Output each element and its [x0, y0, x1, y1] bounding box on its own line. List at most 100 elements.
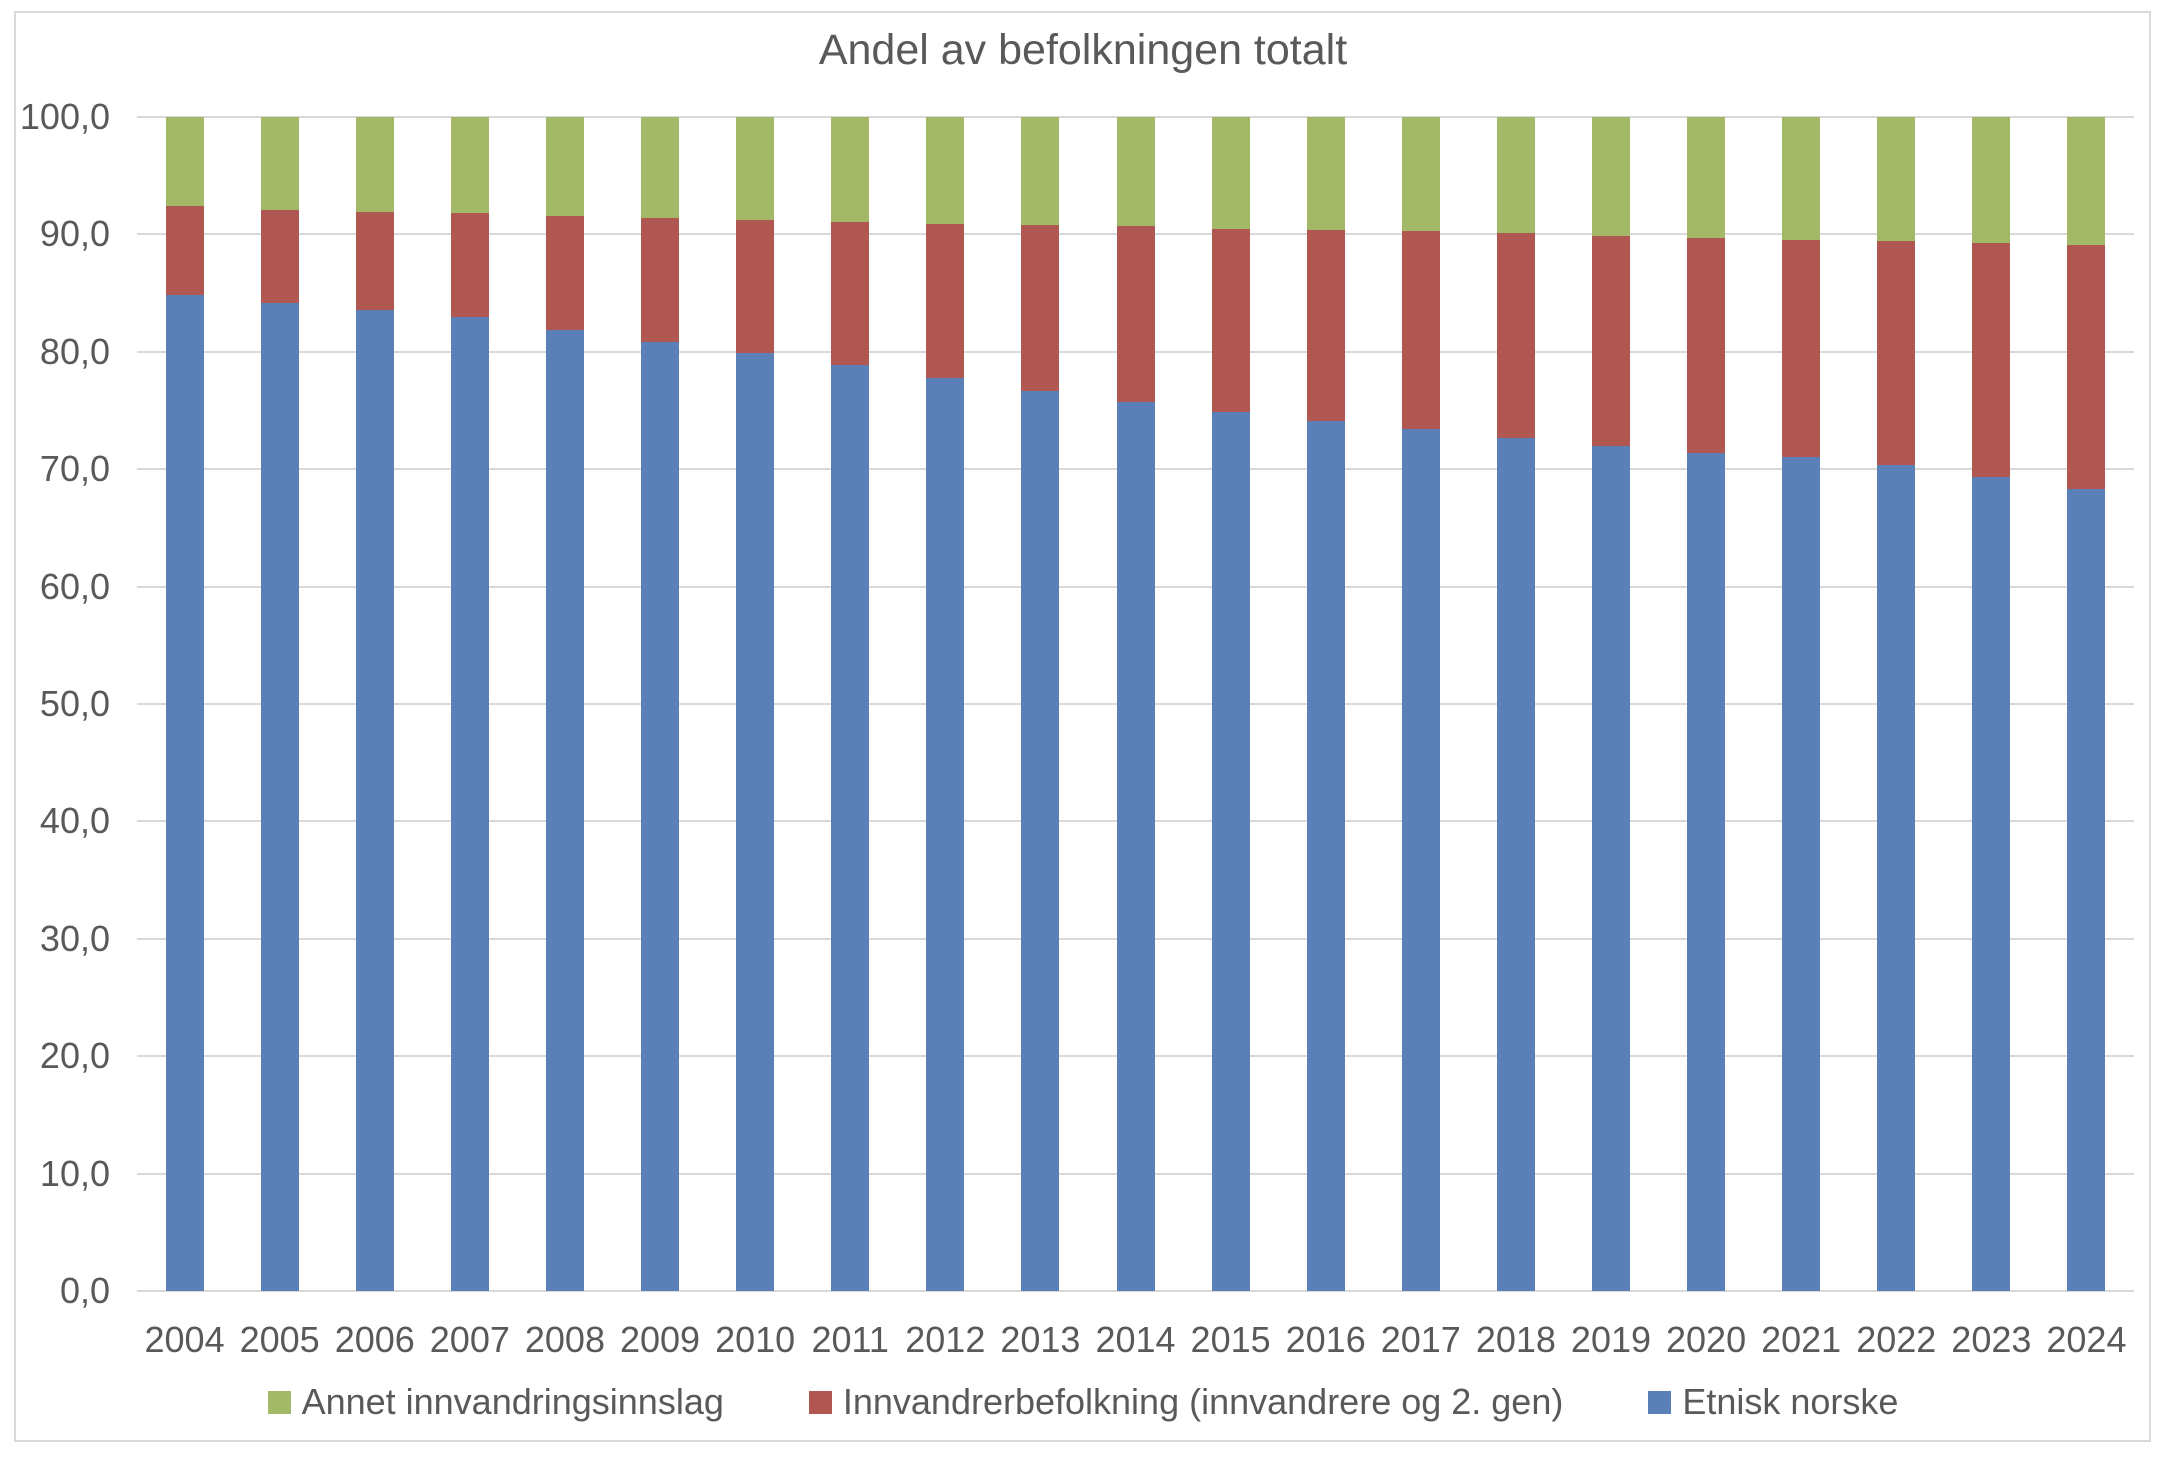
x-axis-line	[137, 1290, 2134, 1292]
bar-segment-annet-innvandringsinnslag	[1687, 117, 1726, 238]
x-tick-label: 2009	[619, 1319, 701, 1360]
bar-segment-annet-innvandringsinnslag	[165, 117, 204, 207]
bar-segment-etnisk-norske	[545, 329, 584, 1291]
x-tick-label: 2019	[1570, 1319, 1652, 1360]
bar-segment-etnisk-norske	[1211, 411, 1250, 1291]
bar-2008	[545, 117, 584, 1291]
x-tick-label: 2016	[1285, 1319, 1366, 1360]
bar-segment-annet-innvandringsinnslag	[1021, 117, 1060, 226]
bar-segment-innvandrerbefolkning-innvandrere-og-2-gen	[1591, 235, 1630, 446]
bar-segment-innvandrerbefolkning-innvandrere-og-2-gen	[736, 220, 775, 353]
bar-2005	[260, 117, 299, 1291]
bar-2017	[1401, 117, 1440, 1291]
bar-segment-annet-innvandringsinnslag	[355, 117, 394, 213]
bar-segment-etnisk-norske	[831, 364, 870, 1291]
bar-segment-etnisk-norske	[450, 316, 489, 1291]
bar-segment-etnisk-norske	[736, 352, 775, 1291]
bar-segment-innvandrerbefolkning-innvandrere-og-2-gen	[641, 217, 680, 343]
x-tick-label: 2004	[144, 1319, 225, 1360]
bar-segment-etnisk-norske	[1306, 421, 1345, 1291]
bar-segment-annet-innvandringsinnslag	[1972, 117, 2011, 243]
bar-segment-etnisk-norske	[165, 295, 204, 1291]
bar-segment-etnisk-norske	[1591, 445, 1630, 1291]
x-tick-label: 2023	[1951, 1319, 2032, 1360]
x-tick-label: 2008	[524, 1319, 605, 1360]
bar-segment-etnisk-norske	[641, 342, 680, 1291]
bar-segment-innvandrerbefolkning-innvandrere-og-2-gen	[545, 215, 584, 330]
bar-segment-etnisk-norske	[926, 377, 965, 1291]
bar-segment-innvandrerbefolkning-innvandrere-og-2-gen	[1021, 225, 1060, 391]
bar-segment-etnisk-norske	[1496, 437, 1535, 1291]
y-tick-label: 10,0	[39, 1152, 110, 1194]
y-tick-label: 40,0	[39, 800, 110, 842]
bar-segment-annet-innvandringsinnslag	[1591, 117, 1630, 236]
bar-2014	[1116, 117, 1155, 1291]
x-tick-label: 2012	[905, 1319, 986, 1360]
bar-segment-annet-innvandringsinnslag	[1306, 117, 1345, 230]
x-tick-label: 2017	[1380, 1319, 1461, 1360]
legend: Annet innvandringsinnslag Innvandrerbefol…	[0, 1381, 2166, 1423]
bar-segment-annet-innvandringsinnslag	[641, 117, 680, 218]
x-tick-label: 2020	[1666, 1319, 1747, 1360]
bar-segment-innvandrerbefolkning-innvandrere-og-2-gen	[1496, 233, 1535, 438]
bar-segment-innvandrerbefolkning-innvandrere-og-2-gen	[2067, 244, 2106, 490]
bar-segment-innvandrerbefolkning-innvandrere-og-2-gen	[1972, 242, 2011, 478]
x-tick-label: 2005	[239, 1319, 320, 1360]
x-tick-label: 2007	[429, 1319, 510, 1360]
bar-segment-annet-innvandringsinnslag	[260, 117, 299, 210]
y-tick-label: 90,0	[39, 213, 110, 255]
legend-label: Etnisk norske	[1682, 1381, 1899, 1422]
legend-label: Innvandrerbefolkning (innvandrere og 2. …	[842, 1381, 1564, 1422]
bar-2024	[2067, 117, 2106, 1291]
bar-segment-innvandrerbefolkning-innvandrere-og-2-gen	[1687, 237, 1726, 453]
bar-segment-etnisk-norske	[1401, 429, 1440, 1291]
bar-segment-annet-innvandringsinnslag	[450, 117, 489, 214]
y-tick-label: 50,0	[39, 683, 110, 724]
x-tick-label: 2022	[1856, 1319, 1937, 1360]
bar-2012	[926, 117, 965, 1291]
bar-segment-innvandrerbefolkning-innvandrere-og-2-gen	[1306, 229, 1345, 422]
legend-swatch-icon	[808, 1390, 832, 1414]
legend-item-innvandrerbefolkning-innvandrere-og-2-gen: Innvandrerbefolkning (innvandrere og 2. …	[808, 1381, 1564, 1423]
bar-segment-etnisk-norske	[1021, 390, 1060, 1291]
y-tick-label: 70,0	[39, 448, 110, 490]
x-tick-label: 2018	[1475, 1319, 1556, 1360]
bar-segment-etnisk-norske	[355, 309, 394, 1291]
bar-2006	[355, 117, 394, 1291]
bar-segment-annet-innvandringsinnslag	[545, 117, 584, 216]
bar-segment-annet-innvandringsinnslag	[1496, 117, 1535, 234]
legend-item-etnisk-norske: Etnisk norske	[1648, 1381, 1898, 1423]
y-tick-label: 20,0	[39, 1035, 110, 1077]
bar-segment-innvandrerbefolkning-innvandrere-og-2-gen	[1401, 230, 1440, 430]
x-tick-label: 2006	[334, 1319, 415, 1360]
bar-segment-innvandrerbefolkning-innvandrere-og-2-gen	[1116, 226, 1155, 403]
x-tick-label: 2024	[2046, 1319, 2127, 1360]
y-tick-label: 30,0	[39, 917, 110, 959]
bar-segment-innvandrerbefolkning-innvandrere-og-2-gen	[926, 223, 965, 378]
bar-segment-etnisk-norske	[2067, 489, 2106, 1291]
bar-2018	[1496, 117, 1535, 1291]
legend-swatch-icon	[1648, 1390, 1672, 1414]
bar-2020	[1687, 117, 1726, 1291]
bar-segment-etnisk-norske	[1782, 457, 1821, 1291]
bar-2007	[450, 117, 489, 1291]
x-tick-label: 2021	[1761, 1319, 1842, 1360]
bar-segment-innvandrerbefolkning-innvandrere-og-2-gen	[355, 212, 394, 310]
gridline	[137, 116, 2134, 118]
legend-item-annet-innvandringsinnslag: Annet innvandringsinnslag	[267, 1381, 724, 1423]
bar-segment-etnisk-norske	[1687, 452, 1726, 1291]
legend-swatch-icon	[267, 1390, 291, 1414]
bar-segment-annet-innvandringsinnslag	[1116, 117, 1155, 227]
bar-segment-annet-innvandringsinnslag	[1782, 117, 1821, 241]
bar-2011	[831, 117, 870, 1291]
x-tick-label: 2011	[811, 1319, 889, 1360]
bar-segment-etnisk-norske	[260, 302, 299, 1291]
bar-segment-innvandrerbefolkning-innvandrere-og-2-gen	[165, 206, 204, 296]
chart-title: Andel av befolkningen totalt	[818, 26, 1348, 74]
bar-2016	[1306, 117, 1345, 1291]
bar-2019	[1591, 117, 1630, 1291]
x-tick-label: 2014	[1095, 1319, 1176, 1360]
x-tick-label: 2010	[715, 1319, 796, 1360]
